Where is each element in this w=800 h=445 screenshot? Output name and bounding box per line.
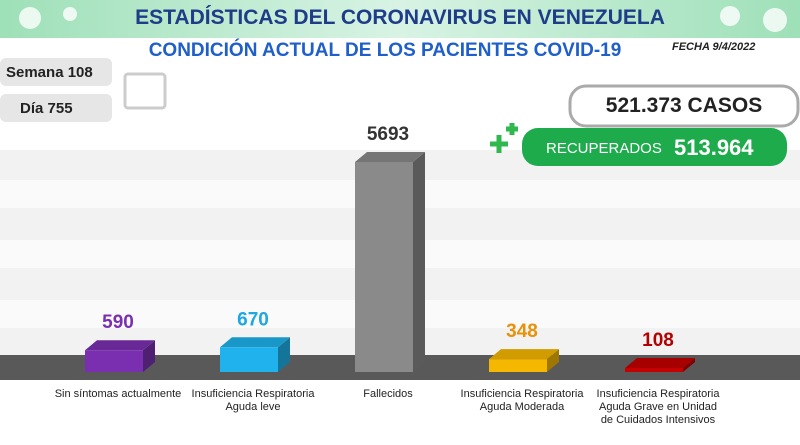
- bar-front: [355, 162, 413, 372]
- value-label: 590: [102, 312, 134, 333]
- recovered-box: [522, 128, 787, 166]
- bar-top: [85, 340, 155, 351]
- bar-side: [547, 349, 559, 372]
- cases: 521.373 CASOS: [605, 94, 763, 117]
- bar-top: [355, 152, 425, 162]
- value-label: 348: [506, 321, 538, 342]
- bar-front: [85, 350, 143, 372]
- header-band: [0, 0, 800, 38]
- category-label: Sin síntomas actualmente: [54, 388, 182, 400]
- recovered: 513.964: [674, 135, 754, 160]
- subtitle: CONDICIÓN ACTUAL DE LOS PACIENTES COVID-…: [148, 40, 622, 61]
- bar-top: [625, 358, 695, 369]
- virus-icons: [19, 6, 787, 32]
- cases-box: [568, 84, 800, 128]
- bar: [625, 358, 695, 372]
- week: Semana 108: [6, 64, 93, 81]
- value-label: 5693: [367, 124, 409, 145]
- day: Día 755: [20, 100, 73, 117]
- recovered-label: RECUPERADOS: [546, 140, 662, 157]
- category-label: Fallecidos: [363, 388, 413, 400]
- day-box: [0, 94, 112, 122]
- date: FECHA 9/4/2022: [672, 41, 756, 53]
- bar-side: [278, 337, 290, 372]
- bar-front: [489, 359, 547, 372]
- bar-top: [220, 337, 290, 348]
- calendar-icon: [123, 72, 167, 110]
- bar: [355, 152, 425, 372]
- bar-front: [625, 368, 683, 372]
- bar-side: [143, 340, 155, 372]
- category-label: Insuficiencia Respiratoria Aguda Grave e…: [596, 388, 720, 426]
- title: ESTADÍSTICAS DEL CORONAVIRUS EN VENEZUEL…: [135, 6, 665, 29]
- category-label: Insuficiencia Respiratoria Aguda leve: [191, 388, 315, 413]
- bar-side: [413, 152, 425, 372]
- week-box: [0, 58, 112, 86]
- value-label: 108: [642, 330, 674, 351]
- bar: [489, 349, 559, 372]
- bar-top: [489, 349, 559, 360]
- bar: [220, 337, 290, 372]
- bar: [85, 340, 155, 372]
- value-label: 670: [237, 309, 269, 330]
- bar-front: [220, 347, 278, 372]
- category-label: Insuficiencia Respiratoria Aguda Moderad…: [460, 388, 584, 413]
- bar-side: [683, 358, 695, 372]
- plus-icon: [490, 123, 518, 153]
